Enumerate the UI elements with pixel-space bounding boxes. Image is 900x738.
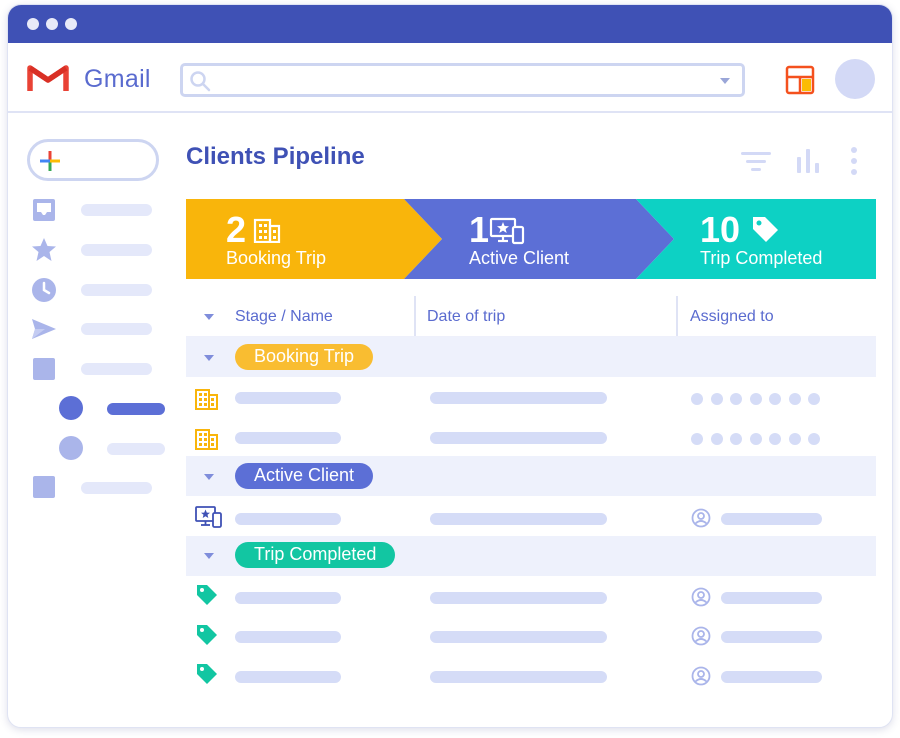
- sidebar-item-sub[interactable]: [107, 443, 165, 455]
- tag-icon: [197, 585, 217, 605]
- search-icon: [190, 71, 211, 92]
- collapse-chevron-icon[interactable]: [204, 553, 214, 559]
- compose-button[interactable]: [27, 139, 159, 181]
- building-icon: [253, 218, 281, 243]
- window-dot-3[interactable]: [65, 18, 77, 30]
- column-header-stage-name[interactable]: Stage / Name: [235, 308, 333, 325]
- table-row-assignee[interactable]: [721, 631, 822, 643]
- table-row-date[interactable]: [430, 631, 607, 643]
- assignee-dots[interactable]: [691, 392, 828, 405]
- devices-star-icon: [489, 217, 525, 245]
- stage-active-client[interactable]: 1 Active Client: [429, 199, 659, 279]
- stage-label: Booking Trip: [226, 248, 327, 268]
- square-label-icon[interactable]: [31, 474, 57, 500]
- table-row-name[interactable]: [235, 592, 341, 604]
- devices-star-icon: [195, 506, 222, 528]
- person-icon: [691, 587, 711, 607]
- filter-icon[interactable]: [740, 150, 772, 174]
- stage-shape-completed[interactable]: [636, 199, 876, 279]
- sidebar-item-snoozed[interactable]: [81, 284, 152, 296]
- group-badge-booking-trip: Booking Trip: [235, 344, 374, 370]
- top-bar: Gmail: [8, 43, 892, 113]
- table-row-assignee[interactable]: [721, 592, 822, 604]
- table-row-assignee[interactable]: [721, 671, 822, 683]
- sidebar-item-starred[interactable]: [81, 244, 152, 256]
- sidebar-item-active[interactable]: [107, 403, 165, 415]
- group-badge-trip-completed: Trip Completed: [235, 542, 396, 568]
- stage-count: 2: [226, 209, 247, 250]
- table-row-date[interactable]: [430, 392, 607, 404]
- column-divider[interactable]: [676, 296, 678, 336]
- star-icon[interactable]: [31, 237, 57, 263]
- page-title: Clients Pipeline: [186, 143, 365, 170]
- stage-trip-completed[interactable]: 10 Trip Completed: [659, 199, 876, 279]
- building-icon: [195, 389, 218, 410]
- title-bar: [8, 5, 892, 43]
- column-header-date[interactable]: Date of trip: [427, 308, 506, 325]
- sidebar-item-inbox[interactable]: [81, 204, 152, 216]
- person-icon: [691, 666, 711, 686]
- column-divider[interactable]: [414, 296, 416, 336]
- avatar[interactable]: [835, 59, 875, 99]
- tag-icon: [753, 217, 778, 242]
- table-row-date[interactable]: [430, 513, 607, 525]
- circle-icon[interactable]: [58, 435, 84, 461]
- tag-icon: [197, 664, 217, 684]
- table-row-name[interactable]: [235, 671, 341, 683]
- collapse-chevron-icon[interactable]: [204, 474, 214, 480]
- search-options-chevron-icon[interactable]: [720, 78, 730, 84]
- layout-icon[interactable]: [785, 65, 815, 95]
- search-input[interactable]: [180, 63, 745, 97]
- table-row-name[interactable]: [235, 392, 341, 404]
- gmail-logo-icon[interactable]: [27, 61, 69, 93]
- inbox-icon[interactable]: [31, 197, 57, 223]
- table-row-date[interactable]: [430, 432, 607, 444]
- circle-active-icon[interactable]: [58, 395, 84, 421]
- column-header-assigned[interactable]: Assigned to: [690, 308, 774, 325]
- sidebar-item-sent[interactable]: [81, 323, 152, 335]
- table-row-assignee[interactable]: [721, 513, 822, 525]
- stage-label: Active Client: [469, 248, 570, 268]
- person-icon: [691, 508, 711, 528]
- bar-chart-icon[interactable]: [796, 147, 822, 175]
- stage-count: 1: [469, 209, 490, 250]
- sidebar-item-label[interactable]: [81, 363, 152, 375]
- square-label-icon[interactable]: [31, 356, 57, 382]
- stage-label: Trip Completed: [700, 248, 823, 268]
- building-icon: [195, 429, 218, 450]
- app-window: Gmail: [7, 4, 893, 728]
- pipeline-stages: [186, 199, 876, 279]
- table-row-name[interactable]: [235, 432, 341, 444]
- tag-icon: [197, 625, 217, 645]
- table-row-date[interactable]: [430, 671, 607, 683]
- stage-shape-booking[interactable]: [186, 199, 442, 279]
- stage-shape-active[interactable]: [404, 199, 674, 279]
- send-icon[interactable]: [31, 316, 57, 342]
- clock-icon[interactable]: [31, 277, 57, 303]
- collapse-chevron-icon[interactable]: [204, 355, 214, 361]
- header-divider: [186, 336, 876, 337]
- plus-icon: [40, 151, 60, 171]
- sort-chevron-icon[interactable]: [204, 314, 214, 320]
- group-badge-active-client: Active Client: [235, 463, 374, 489]
- table-row-date[interactable]: [430, 592, 607, 604]
- sidebar-item-label-2[interactable]: [81, 482, 152, 494]
- assignee-dots[interactable]: [691, 432, 828, 445]
- table-row-name[interactable]: [235, 513, 341, 525]
- stage-booking-trip[interactable]: 2 Booking Trip: [186, 199, 416, 279]
- app-name[interactable]: Gmail: [84, 65, 151, 93]
- person-icon: [691, 626, 711, 646]
- table-row-name[interactable]: [235, 631, 341, 643]
- more-vert-icon[interactable]: [849, 146, 859, 176]
- window-dot-2[interactable]: [46, 18, 58, 30]
- window-dot-1[interactable]: [27, 18, 39, 30]
- stage-count: 10: [700, 209, 741, 250]
